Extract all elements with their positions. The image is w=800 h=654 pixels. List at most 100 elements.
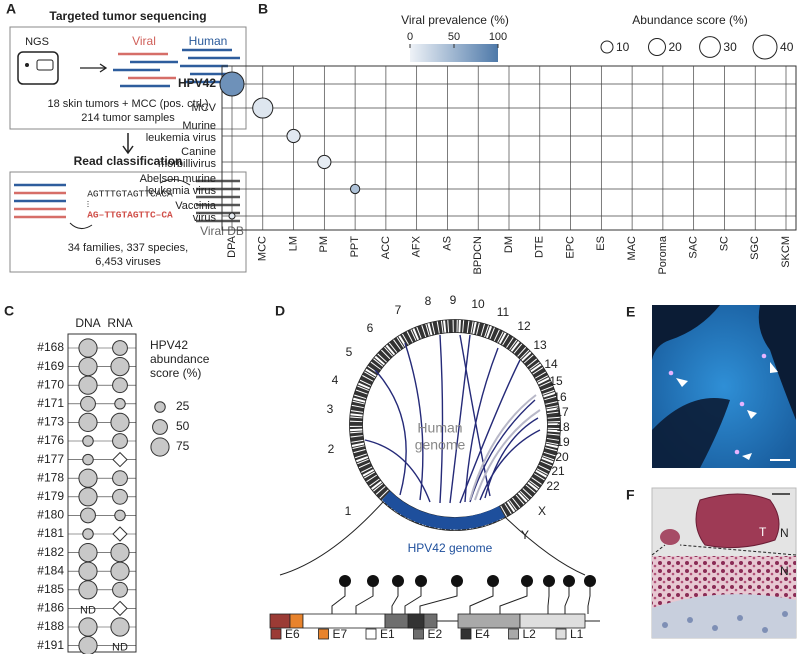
chromosome-label: Y bbox=[521, 528, 529, 542]
arrow bbox=[159, 179, 191, 186]
colorbar-tick-label: 100 bbox=[489, 31, 507, 43]
hpv-arc bbox=[382, 491, 505, 530]
y-tick-label: leukemia virus bbox=[146, 132, 217, 144]
x-tick-label: DM bbox=[503, 236, 515, 253]
sample-id: #182 bbox=[37, 545, 64, 559]
integration-site bbox=[563, 575, 575, 587]
bubble bbox=[286, 128, 301, 144]
column-label: DNA bbox=[75, 316, 100, 330]
size-legend-circle bbox=[699, 36, 721, 58]
nd-label: ND bbox=[80, 604, 96, 616]
gene-segment bbox=[289, 613, 304, 629]
micrograph bbox=[758, 305, 796, 420]
normal-tissue bbox=[652, 594, 796, 638]
abundance-circle bbox=[82, 435, 94, 447]
gene-segment bbox=[269, 613, 291, 629]
gene-legend-label: E2 bbox=[428, 627, 443, 641]
abundance-circle bbox=[110, 357, 130, 377]
abundance-circle bbox=[110, 561, 130, 581]
panel-e: E bbox=[626, 304, 796, 468]
y-tick-label: HPV42 bbox=[178, 76, 216, 90]
chromosome-label: 18 bbox=[556, 420, 570, 434]
panel-label: D bbox=[275, 303, 285, 319]
chromosome-label: 6 bbox=[367, 321, 374, 335]
abundance-circle bbox=[112, 377, 128, 394]
panel-label: C bbox=[4, 303, 14, 319]
integration-site bbox=[543, 575, 555, 587]
integration-site bbox=[469, 581, 494, 614]
x-tick-label: PPT bbox=[349, 236, 361, 258]
tissue bbox=[695, 493, 780, 549]
arrow bbox=[69, 222, 93, 229]
gene-legend-swatch bbox=[555, 628, 567, 640]
integration-site bbox=[487, 575, 499, 587]
query-sequence: AG–TTGTAGTTC–CA bbox=[87, 210, 173, 221]
sample-id: #168 bbox=[37, 340, 64, 354]
box bbox=[9, 171, 247, 273]
integration-site bbox=[392, 575, 404, 587]
size-legend-circle bbox=[648, 38, 666, 56]
panel-label: B bbox=[258, 1, 268, 17]
abundance-circle bbox=[114, 398, 126, 410]
y-tick-label: Abelson murine bbox=[140, 173, 216, 185]
x-tick-label: AFX bbox=[411, 235, 423, 257]
abundance-circle bbox=[78, 468, 98, 488]
sample-id: #171 bbox=[37, 396, 64, 410]
size-legend-circle bbox=[600, 40, 614, 54]
sample-id: #170 bbox=[37, 377, 64, 391]
abundance-circle bbox=[78, 375, 98, 395]
integration-site bbox=[499, 581, 528, 614]
abundance-circle bbox=[112, 433, 128, 449]
legend-title: abundance bbox=[150, 352, 210, 366]
human-genome-label: genome bbox=[415, 437, 466, 453]
legend-title: Abundance score (%) bbox=[632, 13, 747, 27]
chromosome-label: 11 bbox=[497, 305, 510, 319]
y-tick-label: leukemia virus bbox=[146, 185, 217, 197]
title: Targeted tumor sequencing bbox=[49, 9, 206, 23]
abundance-circle bbox=[80, 395, 96, 412]
sample-id: #184 bbox=[37, 563, 64, 577]
integration-site bbox=[587, 581, 591, 614]
abundance-circle bbox=[78, 338, 98, 358]
chromosome-label: 10 bbox=[471, 297, 485, 311]
x-tick-label: Poroma bbox=[657, 235, 669, 274]
zoom-line bbox=[504, 516, 586, 576]
gene-legend-label: E1 bbox=[380, 627, 395, 641]
chromosome-label: 15 bbox=[549, 374, 563, 388]
nd-label: ND bbox=[112, 642, 128, 654]
abundance-circle bbox=[110, 412, 130, 432]
gene-legend-swatch bbox=[318, 628, 329, 640]
size-legend-label: 40 bbox=[780, 40, 794, 54]
zoom-line bbox=[651, 544, 797, 556]
chromosome-label: 7 bbox=[395, 303, 402, 317]
sample-id: #188 bbox=[37, 619, 64, 633]
panel-label: F bbox=[626, 487, 635, 503]
integration-site bbox=[367, 575, 379, 587]
sequencer-icon bbox=[17, 51, 59, 85]
chromosome-label: 4 bbox=[332, 373, 339, 387]
sample-id: #173 bbox=[37, 415, 64, 429]
arrow bbox=[99, 63, 108, 73]
database-label: Viral DB bbox=[200, 224, 244, 238]
gene-segment bbox=[302, 613, 386, 629]
bubble bbox=[349, 183, 361, 195]
title: Read classification bbox=[74, 154, 183, 168]
sample-id: #181 bbox=[37, 526, 64, 540]
integration-site bbox=[355, 581, 374, 614]
column-label: RNA bbox=[107, 316, 132, 330]
chromosome-label: 2 bbox=[328, 442, 335, 456]
panel-label: E bbox=[626, 304, 635, 320]
panel-a: A Targeted tumor sequencing NGS Viral Hu… bbox=[6, 1, 247, 273]
x-tick-label: EPC bbox=[564, 236, 576, 259]
size-legend-circle bbox=[154, 401, 166, 413]
gene-legend-swatch bbox=[508, 628, 519, 640]
sample-text: 18 skin tumors + MCC (pos. ctrl.) bbox=[47, 98, 208, 110]
x-tick-label: MCC bbox=[257, 236, 269, 261]
sequencer-icon bbox=[36, 59, 54, 71]
abundance-circle bbox=[112, 581, 128, 598]
panel-d: D Human genome HPV42 genome bbox=[275, 303, 586, 576]
normal-tissue bbox=[662, 611, 788, 633]
integration-site bbox=[415, 575, 427, 587]
panel-c: C bbox=[4, 303, 137, 653]
bubble bbox=[252, 97, 274, 119]
